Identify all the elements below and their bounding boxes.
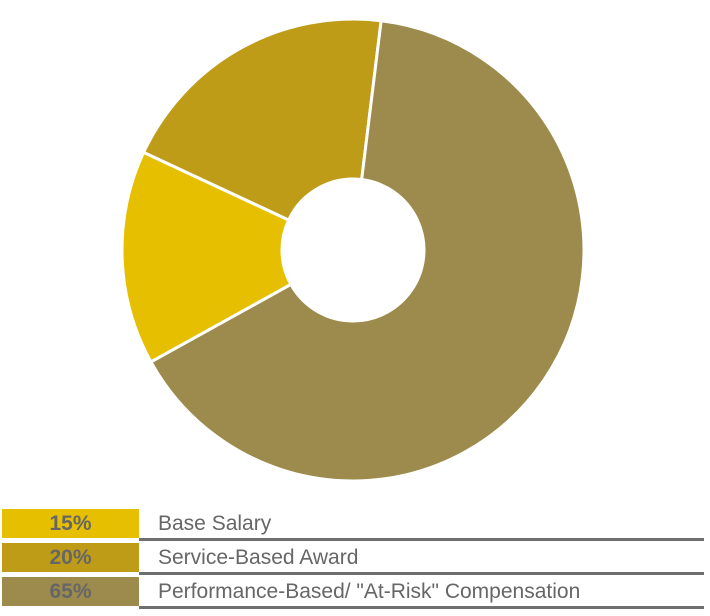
legend: 15% Base Salary 20% Service-Based Award … bbox=[0, 507, 704, 609]
legend-value-performance-based: 65% bbox=[2, 577, 139, 606]
legend-item-service-based-award: 20% Service-Based Award bbox=[0, 541, 704, 575]
legend-item-performance-based: 65% Performance-Based/ "At-Risk" Compens… bbox=[0, 575, 704, 609]
legend-label-base-salary: Base Salary bbox=[158, 512, 272, 535]
donut-slice-performance-based-at-risk-compensation bbox=[148, 19, 586, 483]
legend-rule bbox=[139, 572, 704, 575]
donut-slice-base-salary bbox=[120, 150, 293, 365]
legend-rule bbox=[139, 606, 704, 609]
donut-chart bbox=[120, 17, 586, 483]
legend-value-base-salary: 15% bbox=[2, 509, 139, 538]
donut-slice-service-based-award bbox=[141, 17, 383, 222]
legend-value-service-based-award: 20% bbox=[2, 543, 139, 572]
legend-label-service-based-award: Service-Based Award bbox=[158, 546, 359, 569]
legend-label-performance-based: Performance-Based/ "At-Risk" Compensatio… bbox=[158, 580, 581, 603]
legend-rule bbox=[139, 538, 704, 541]
legend-item-base-salary: 15% Base Salary bbox=[0, 507, 704, 541]
